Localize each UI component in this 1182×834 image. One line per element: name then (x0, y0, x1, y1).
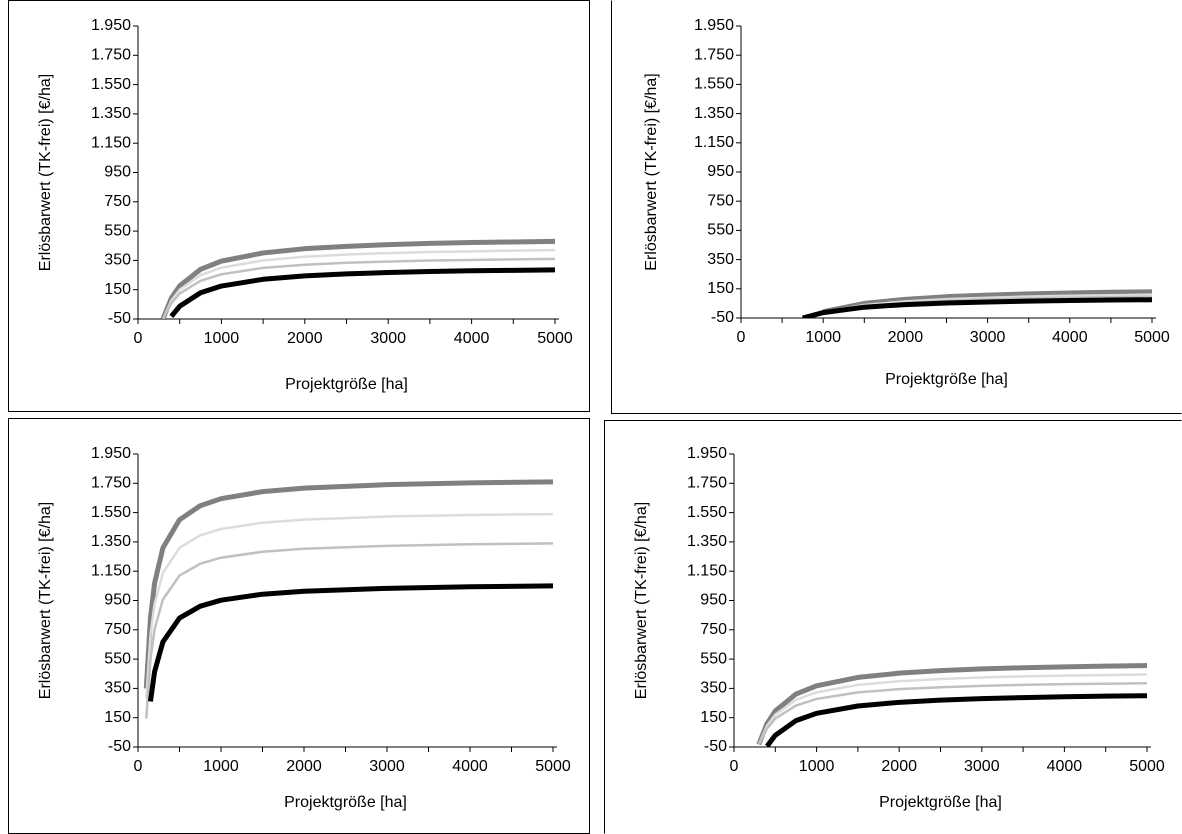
series-line (145, 512, 554, 698)
x-tick-label: 5000 (535, 758, 571, 775)
x-tick-label: 3000 (970, 329, 1006, 346)
series-line (765, 693, 1148, 747)
y-tick-label: -50 (711, 309, 734, 326)
y-tick-label: 950 (104, 592, 131, 609)
panel-frame (8, 0, 590, 412)
y-tick-label: 1.750 (91, 47, 131, 64)
x-tick-label: 0 (134, 758, 143, 775)
y-axis-label: Erlösbarwert (TK-frei) [€/ha] (37, 74, 54, 271)
series-line (757, 673, 1148, 745)
y-tick-label: 550 (104, 222, 131, 239)
x-tick-label: 4000 (454, 330, 490, 347)
x-tick-label: 5000 (1134, 329, 1170, 346)
y-tick-label: 150 (104, 281, 131, 298)
y-tick-label: 1.150 (694, 134, 734, 151)
series-line (822, 289, 1153, 315)
y-tick-label: 350 (104, 680, 131, 697)
x-tick-label: 2000 (888, 329, 924, 346)
y-tick-label: 150 (700, 709, 727, 726)
y-tick-label: 1.950 (694, 17, 734, 34)
x-axis-label: Projektgröße [ha] (284, 794, 407, 811)
series-line (161, 257, 556, 319)
x-tick-label: 0 (737, 329, 746, 346)
x-tick-label: 1000 (799, 758, 835, 775)
x-tick-label: 4000 (452, 758, 488, 775)
x-tick-label: 3000 (964, 758, 1000, 775)
y-tick-label: 1.350 (91, 105, 131, 122)
y-tick-label: 350 (707, 251, 734, 268)
y-tick-label: 1.350 (687, 533, 727, 550)
y-tick-label: 150 (707, 280, 734, 297)
y-tick-label: -50 (108, 738, 131, 755)
x-tick-label: 3000 (369, 758, 405, 775)
panel-frame (611, 0, 1182, 414)
x-tick-label: 1000 (204, 330, 240, 347)
x-tick-label: 4000 (1052, 329, 1088, 346)
y-tick-label: 1.550 (91, 76, 131, 93)
y-tick-label: 350 (700, 680, 727, 697)
y-tick-label: 150 (104, 709, 131, 726)
y-tick-label: 1.550 (91, 504, 131, 521)
x-tick-label: 1000 (203, 758, 239, 775)
series-line (757, 682, 1148, 746)
series-line (145, 542, 554, 719)
y-axis-label: Erlösbarwert (TK-frei) [€/ha] (633, 502, 650, 699)
x-axis-label: Projektgröße [ha] (885, 371, 1008, 388)
y-tick-label: 1.350 (694, 105, 734, 122)
y-tick-label: 1.950 (91, 17, 131, 34)
series-line (161, 248, 556, 319)
x-tick-label: 2000 (287, 330, 323, 347)
y-tick-label: 750 (707, 192, 734, 209)
y-tick-label: 1.150 (91, 562, 131, 579)
x-axis-label: Projektgröße [ha] (285, 376, 408, 393)
y-tick-label: 1.750 (687, 475, 727, 492)
y-tick-label: 1.550 (694, 76, 734, 93)
y-tick-label: 1.350 (91, 533, 131, 550)
x-axis-label: Projektgröße [ha] (879, 794, 1002, 811)
x-tick-label: 0 (134, 330, 143, 347)
x-tick-label: 4000 (1047, 758, 1083, 775)
x-tick-label: 2000 (881, 758, 917, 775)
y-tick-label: 950 (104, 164, 131, 181)
y-tick-label: 750 (104, 193, 131, 210)
x-tick-label: 0 (730, 758, 739, 775)
x-tick-label: 3000 (370, 330, 406, 347)
x-tick-label: 5000 (1129, 758, 1165, 775)
series-line (160, 238, 556, 319)
y-tick-label: 1.950 (687, 445, 727, 462)
series-line (756, 663, 1148, 746)
series-line (822, 293, 1153, 314)
y-tick-label: 1.750 (91, 475, 131, 492)
y-axis-label: Erlösbarwert (TK-frei) [€/ha] (37, 502, 54, 699)
y-tick-label: 550 (707, 222, 734, 239)
series-line (147, 583, 554, 702)
y-tick-label: 1.550 (687, 504, 727, 521)
x-tick-label: 2000 (286, 758, 322, 775)
y-tick-label: 1.150 (687, 562, 727, 579)
y-tick-label: 550 (700, 650, 727, 667)
y-axis-label: Erlösbarwert (TK-frei) [€/ha] (643, 73, 660, 270)
x-tick-label: 5000 (537, 330, 573, 347)
series-line (802, 297, 1153, 318)
y-tick-label: 550 (104, 650, 131, 667)
y-tick-label: 1.150 (91, 134, 131, 151)
series-line (143, 479, 554, 689)
x-tick-label: 1000 (805, 329, 841, 346)
y-tick-label: 350 (104, 252, 131, 269)
panel-frame (604, 420, 1182, 834)
y-tick-label: 950 (707, 163, 734, 180)
y-tick-label: 950 (700, 592, 727, 609)
y-tick-label: 1.950 (91, 445, 131, 462)
y-tick-label: 1.750 (694, 46, 734, 63)
y-tick-label: 750 (700, 621, 727, 638)
y-tick-label: -50 (108, 310, 131, 327)
series-line (169, 267, 556, 318)
y-tick-label: 750 (104, 621, 131, 638)
y-tick-label: -50 (704, 738, 727, 755)
